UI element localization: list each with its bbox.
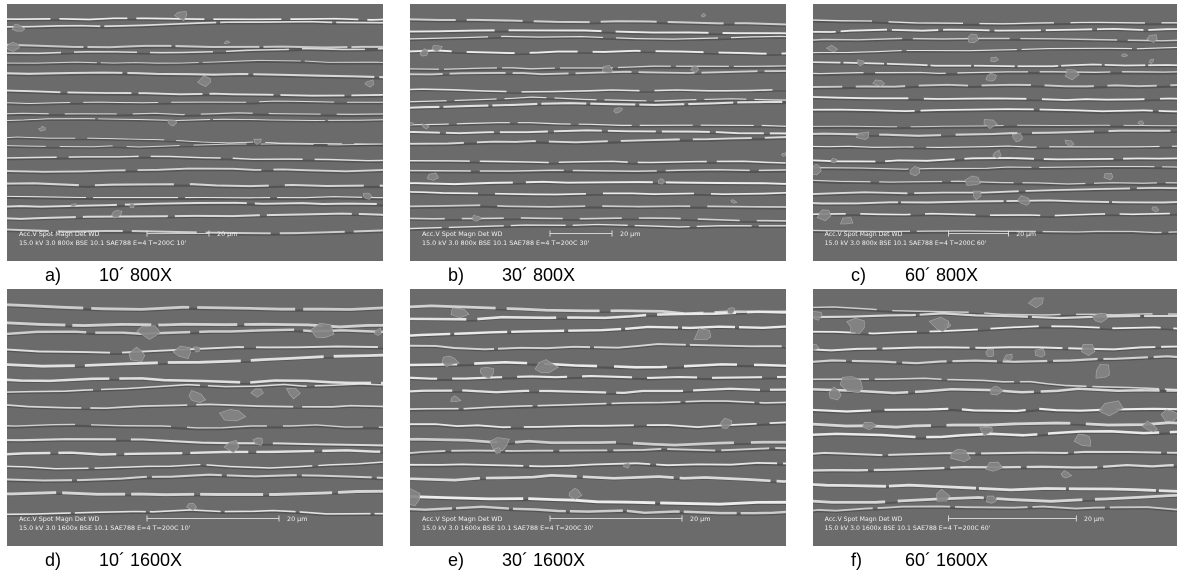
particles	[813, 297, 1177, 504]
caption-letter: c)	[851, 265, 866, 285]
caption-letter: d)	[45, 550, 62, 570]
databar-labels: Acc.V Spot Magn Det WD	[422, 515, 503, 523]
scale-bar-label: 20 µm	[217, 230, 237, 238]
panel-a: Acc.V Spot Magn Det WD 15.0 kV 3.0 800x B…	[7, 4, 387, 289]
caption-letter: b)	[448, 265, 465, 285]
caption-text: 30´ 1600X	[502, 550, 586, 570]
databar-values: 15.0 kV 3.0 1600x BSE 10.1 SAE788 E=4 T=…	[19, 524, 191, 532]
caption-letter: a)	[45, 265, 62, 285]
elongated-inclusions	[813, 19, 1177, 236]
databar-labels: Acc.V Spot Magn Det WD	[422, 230, 503, 238]
panel-e: Acc.V Spot Magn Det WD 15.0 kV 3.0 1600x …	[410, 289, 790, 573]
sem-micrograph-c: Acc.V Spot Magn Det WD 15.0 kV 3.0 800x B…	[813, 4, 1177, 261]
caption-text: 10´ 800X	[99, 265, 173, 285]
caption-letter: e)	[448, 550, 465, 570]
databar-values: 15.0 kV 3.0 800x BSE 10.1 SAE788 E=4 T=2…	[422, 239, 590, 247]
caption-text: 60´ 1600X	[905, 550, 989, 570]
scale-bar-label: 20 µm	[690, 515, 710, 523]
elongated-inclusions	[7, 17, 383, 236]
matrix-background	[7, 4, 383, 261]
panel-b: Acc.V Spot Magn Det WD 15.0 kV 3.0 800x B…	[410, 4, 790, 289]
particles	[128, 322, 382, 511]
scale-bar-label: 20 µm	[1084, 516, 1104, 523]
caption-text: 10´ 1600X	[99, 550, 183, 570]
databar-labels: Acc.V Spot Magn Det WD	[19, 230, 100, 238]
databar-values: 15.0 kV 3.0 1600x BSE 10.1 SAE788 E=4 T=…	[825, 525, 991, 532]
databar-values: 15.0 kV 3.0 1600x BSE 10.1 SAE788 E=4 T=…	[422, 524, 594, 532]
databar-labels: Acc.V Spot Magn Det WD	[825, 516, 903, 523]
databar-labels: Acc.V Spot Magn Det WD	[825, 231, 903, 238]
caption-text: 60´ 800X	[905, 265, 979, 285]
sem-micrograph-f: Acc.V Spot Magn Det WD 15.0 kV 3.0 1600x …	[813, 289, 1177, 546]
sem-databar: Acc.V Spot Magn Det WD 15.0 kV 3.0 800x B…	[825, 230, 1036, 247]
particles	[410, 307, 735, 507]
caption-text: 30´ 800X	[502, 265, 576, 285]
scale-bar-label: 20 µm	[1016, 231, 1036, 238]
panel-f: Acc.V Spot Magn Det WD 15.0 kV 3.0 1600x …	[813, 289, 1182, 573]
databar-values: 15.0 kV 3.0 800x BSE 10.1 SAE788 E=4 T=2…	[825, 240, 987, 247]
panel-c: Acc.V Spot Magn Det WD 15.0 kV 3.0 800x B…	[813, 4, 1182, 289]
scale-bar-label: 20 µm	[287, 515, 307, 523]
caption-letter: f)	[851, 550, 862, 570]
elongated-inclusions	[410, 304, 786, 516]
scale-bar-label: 20 µm	[620, 230, 640, 238]
particles	[7, 10, 375, 219]
particles	[813, 33, 1160, 225]
particles	[410, 13, 786, 222]
databar-labels: Acc.V Spot Magn Det WD	[19, 515, 100, 523]
panel-d: Acc.V Spot Magn Det WD 15.0 kV 3.0 1600x …	[7, 289, 387, 573]
elongated-inclusions	[410, 18, 786, 231]
sem-databar: Acc.V Spot Magn Det WD 15.0 kV 3.0 1600x …	[825, 515, 1104, 532]
databar-values: 15.0 kV 3.0 800x BSE 10.1 SAE788 E=4 T=2…	[19, 239, 187, 247]
